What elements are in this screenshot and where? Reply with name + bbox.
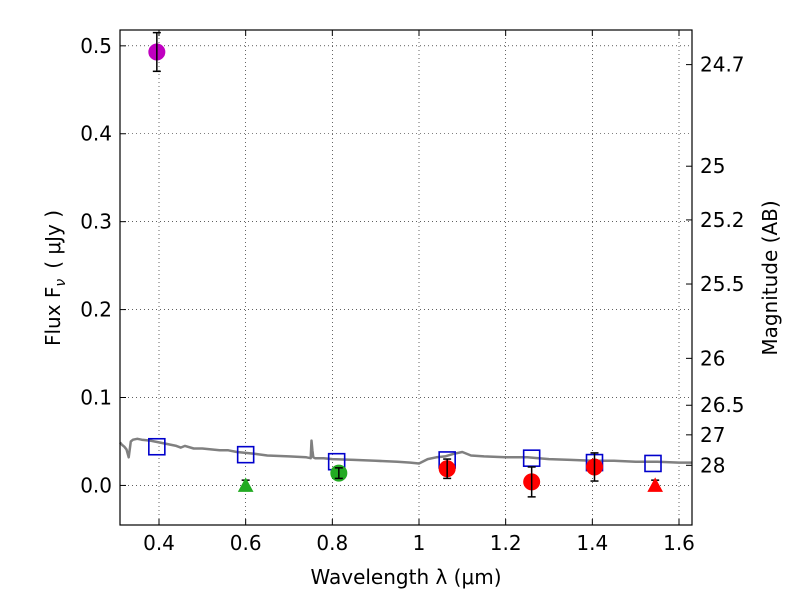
x-tick-label: 1 [413, 531, 426, 555]
y-axis-label-main: Flux F [41, 287, 65, 346]
upper-limit-triangle [647, 477, 664, 492]
y-axis-label-unit: ( μJy ) [41, 210, 65, 269]
model-sed-layer [119, 437, 692, 465]
x-axis-label: Wavelength λ (μm) [310, 565, 501, 589]
y2-tick-label: 25.2 [700, 208, 745, 232]
model-photometry-square [148, 437, 166, 456]
upper-limit-triangle [237, 477, 254, 492]
y2-tick-label: 25.5 [700, 272, 745, 296]
model-sed-line [119, 437, 692, 465]
y-tick-label: 0.5 [80, 34, 112, 58]
markers-layer [148, 31, 664, 498]
y-tick-label: 0.0 [80, 473, 112, 497]
x-tick-label: 0.4 [143, 531, 175, 555]
y-tick-label: 0.3 [80, 210, 112, 234]
model-photometry-square [644, 454, 662, 473]
y2-tick-label: 28 [700, 453, 725, 477]
y-axis-label-sub: ν [53, 279, 69, 287]
x-tick-label: 1.6 [663, 531, 695, 555]
y-tick-label: 0.2 [80, 298, 112, 322]
x-tick-label: 1.2 [490, 531, 522, 555]
x-tick-label: 0.6 [230, 531, 262, 555]
y-axis-label: Flux Fν ( μJy ) [41, 210, 69, 346]
y2-tick-label: 27 [700, 423, 725, 447]
plot-frame [119, 29, 693, 526]
y-tick-label: 0.4 [80, 122, 112, 146]
ticks-layer: 0.4 0.6 0.8 1 1.2 1.4 1.6 0.0 0.1 0.2 0.3 0.4 0.5 24.… [80, 30, 745, 555]
model-photometry-square [236, 445, 255, 464]
grid [120, 30, 692, 525]
y2-tick-label: 26 [700, 346, 725, 370]
model-photometry-square [522, 449, 541, 467]
y2-tick-label: 26.5 [700, 393, 745, 417]
x-tick-label: 0.8 [316, 531, 348, 555]
y-tick-label: 0.1 [80, 386, 112, 410]
y2-tick-label: 25 [700, 154, 725, 178]
y2-axis-label: Magnitude (AB) [758, 200, 782, 355]
x-tick-label: 1.4 [576, 531, 608, 555]
y2-tick-label: 24.7 [700, 53, 745, 77]
